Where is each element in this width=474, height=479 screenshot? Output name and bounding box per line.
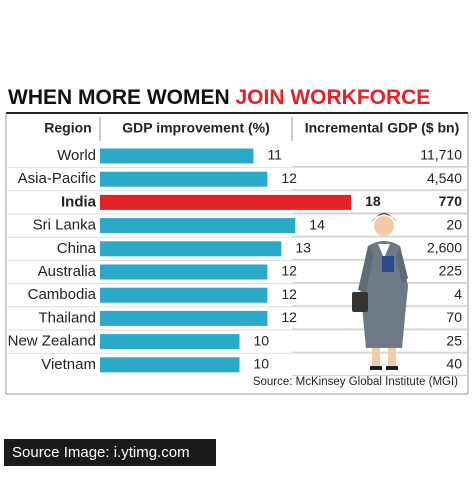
value-label: 11 — [267, 147, 282, 163]
bar — [100, 148, 254, 164]
category-label: Australia — [38, 263, 97, 280]
bar — [100, 357, 240, 373]
category-label: China — [57, 240, 97, 257]
category-label: World — [57, 147, 96, 164]
category-label: Sri Lanka — [33, 217, 97, 234]
category-label: India — [61, 193, 97, 210]
column-header: GDP improvement (%) — [122, 120, 270, 136]
category-label: Asia-Pacific — [18, 170, 97, 187]
incremental-gdp: 4 — [454, 286, 462, 302]
title-part: WHEN MORE WOMEN — [8, 86, 235, 109]
incremental-gdp: 40 — [446, 356, 462, 372]
woman-illustration — [352, 213, 408, 370]
bar — [100, 241, 282, 257]
value-label: 13 — [295, 240, 311, 256]
bar — [100, 334, 240, 350]
category-label: Vietnam — [41, 356, 96, 373]
chart-title: WHEN MORE WOMEN JOIN WORKFORCE — [8, 86, 430, 109]
bar — [100, 171, 268, 187]
credit-box — [4, 439, 216, 466]
incremental-gdp: 4,540 — [427, 170, 462, 186]
incremental-gdp: 25 — [446, 332, 462, 348]
value-label: 10 — [254, 356, 270, 372]
value-label: 12 — [281, 263, 297, 279]
bar — [100, 194, 352, 210]
value-label: 14 — [309, 216, 325, 232]
credit-text: Source Image: i.ytimg.com — [12, 444, 190, 461]
value-label: 10 — [254, 332, 270, 348]
incremental-gdp: 2,600 — [427, 240, 462, 256]
value-label: 12 — [281, 309, 297, 325]
category-label: Thailand — [38, 309, 96, 326]
incremental-gdp: 20 — [446, 216, 462, 232]
value-label: 18 — [365, 193, 381, 209]
incremental-gdp: 225 — [439, 263, 463, 279]
incremental-gdp: 70 — [446, 309, 462, 325]
value-label: 12 — [281, 170, 297, 186]
source-note: Source: McKinsey Global Institute (MGI) — [253, 376, 458, 388]
bar — [100, 218, 296, 234]
column-header: Region — [44, 120, 91, 136]
category-label: New Zealand — [8, 333, 96, 350]
incremental-gdp: 11,710 — [420, 147, 462, 163]
column-header: Incremental GDP ($ bn) — [305, 120, 460, 136]
bar — [100, 264, 268, 280]
category-label: Cambodia — [28, 286, 97, 303]
bar — [100, 310, 268, 326]
title-highlight: JOIN WORKFORCE — [235, 86, 430, 109]
value-label: 12 — [281, 286, 297, 302]
bar — [100, 287, 268, 303]
incremental-gdp: 770 — [439, 193, 463, 209]
